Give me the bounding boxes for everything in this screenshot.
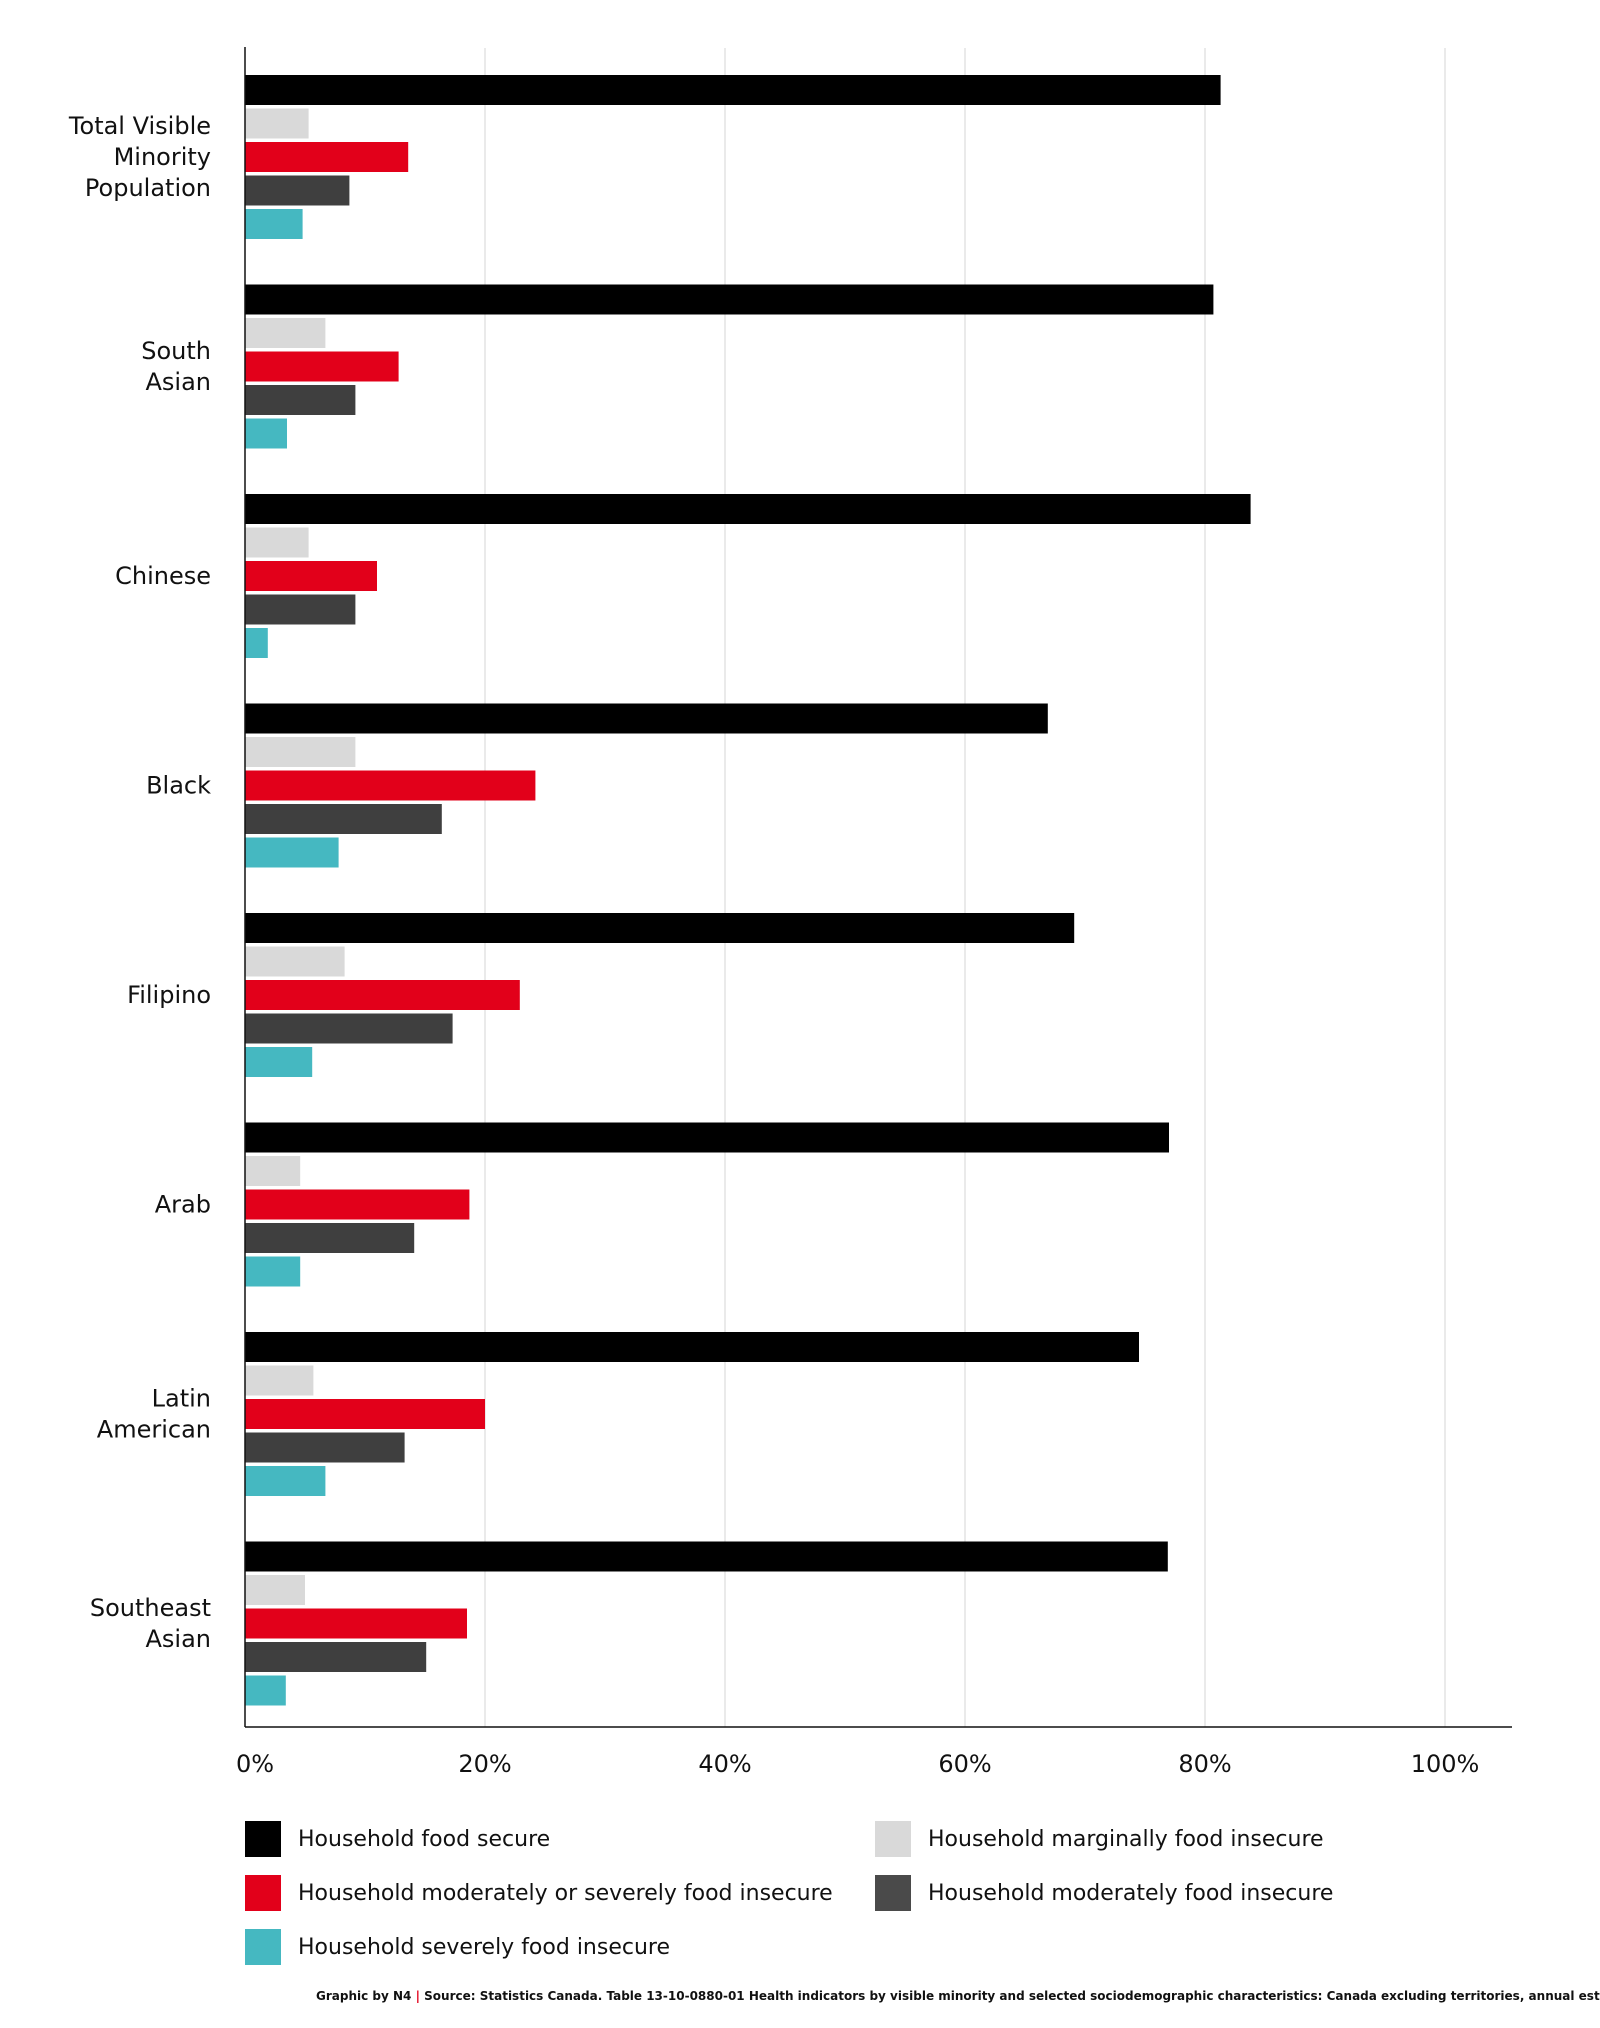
bar: [245, 770, 536, 801]
category-label: American: [97, 1416, 211, 1444]
bar: [245, 594, 356, 625]
bar: [245, 1399, 485, 1429]
x-tick-label: 20%: [458, 1750, 511, 1778]
bar: [245, 418, 287, 449]
category-label: Minority: [114, 143, 211, 171]
x-tick-label: 100%: [1411, 1750, 1480, 1778]
bar: [245, 175, 350, 206]
category-label: Southeast: [90, 1594, 211, 1622]
bar: [245, 1541, 1168, 1572]
category-label: Asian: [145, 1625, 211, 1653]
bar: [245, 318, 326, 348]
footer-source: Source: Statistics Canada. Table 13-10-0…: [424, 1989, 1600, 2003]
bar: [245, 209, 303, 239]
bar: [245, 284, 1214, 315]
bar: [245, 142, 409, 172]
bar: [245, 385, 356, 415]
bar: [245, 1642, 427, 1672]
bar: [245, 1575, 305, 1605]
bar: [245, 1466, 326, 1496]
bar: [245, 703, 1048, 734]
category-label: Chinese: [115, 562, 211, 590]
x-tick-label: 0%: [236, 1750, 274, 1778]
category-label: Population: [85, 174, 211, 202]
bar: [245, 1256, 301, 1287]
category-label: South: [141, 337, 211, 365]
bar: [245, 1675, 286, 1706]
bar: [245, 1332, 1139, 1362]
bar: [245, 628, 268, 658]
category-label: Black: [146, 772, 211, 800]
bar: [245, 527, 309, 558]
category-label: Total Visible: [68, 112, 211, 140]
bar: [245, 1156, 301, 1186]
bar: [245, 351, 399, 382]
bar: [245, 804, 442, 834]
bar: [245, 737, 356, 767]
bar: [245, 75, 1221, 105]
x-tick-label: 60%: [938, 1750, 991, 1778]
bar: [245, 1047, 313, 1077]
footer-separator: |: [415, 1989, 420, 2003]
bar: [245, 980, 520, 1010]
bar: [245, 1013, 453, 1044]
bar: [245, 494, 1251, 524]
category-label: Arab: [155, 1191, 211, 1219]
category-label: Latin: [152, 1385, 211, 1413]
category-label: Asian: [145, 368, 211, 396]
bar: [245, 1122, 1169, 1153]
x-tick-label: 40%: [698, 1750, 751, 1778]
bar: [245, 108, 309, 139]
bar: [245, 1189, 470, 1220]
bar: [245, 913, 1075, 943]
bar: [245, 1365, 314, 1396]
bar: [245, 1608, 467, 1639]
bar: [245, 1223, 415, 1253]
bar: [245, 1432, 405, 1463]
bar: [245, 837, 339, 868]
footer-credit: Graphic by N4: [316, 1989, 412, 2003]
bar: [245, 946, 345, 977]
category-label: Filipino: [127, 981, 211, 1009]
source-footer: Graphic by N4 | Source: Statistics Canad…: [316, 1989, 1600, 2003]
x-tick-label: 80%: [1178, 1750, 1231, 1778]
bar: [245, 561, 377, 591]
